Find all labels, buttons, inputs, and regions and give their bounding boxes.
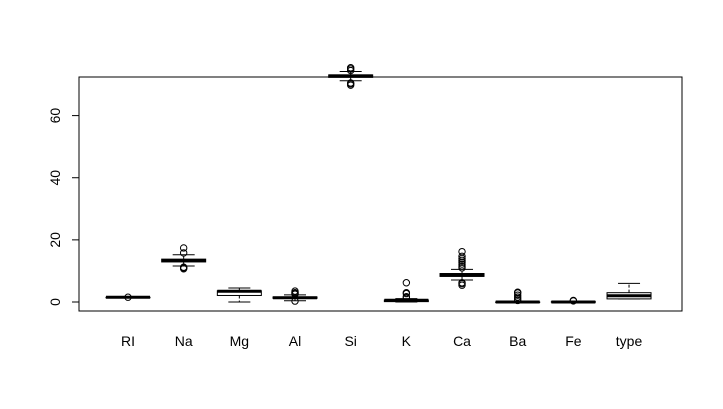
- x-tick-label: Al: [289, 333, 301, 349]
- box-mg: [216, 287, 262, 303]
- outlier-point: [513, 291, 522, 299]
- y-axis: 0 20 40 60: [47, 108, 80, 306]
- outlier-point: [513, 288, 522, 296]
- box-ba: [495, 288, 541, 305]
- outlier-point: [458, 247, 466, 256]
- x-tick-label: Ba: [509, 333, 526, 349]
- outlier-point: [179, 244, 188, 252]
- outlier-point: [569, 296, 578, 305]
- plot-frame: [78, 76, 683, 312]
- y-tick-label: 60: [47, 108, 63, 124]
- outlier-point: [458, 279, 466, 287]
- outlier-point: [346, 79, 355, 87]
- y-tick-label: 20: [47, 232, 63, 248]
- box-ri: [105, 293, 151, 301]
- box-type: [606, 282, 652, 300]
- outlier-point: [291, 287, 299, 295]
- x-tick-label: Si: [344, 333, 356, 349]
- box-al: [272, 287, 318, 305]
- boxes: [105, 64, 652, 305]
- x-tick-label: Ca: [453, 333, 471, 349]
- outlier-point: [179, 249, 188, 257]
- box-fe: [550, 296, 596, 305]
- outlier-point: [513, 293, 522, 301]
- y-tick-label: 40: [47, 170, 63, 186]
- y-tick-label: 0: [47, 298, 63, 306]
- x-tick-label: Fe: [565, 333, 582, 349]
- outlier-point: [346, 64, 355, 72]
- box-na: [161, 244, 207, 273]
- box-k: [383, 279, 429, 303]
- box-si: [328, 64, 374, 89]
- outlier-point: [458, 252, 466, 261]
- box-ca: [439, 247, 485, 289]
- outlier-point: [179, 263, 188, 271]
- x-tick-label: K: [402, 333, 412, 349]
- outlier-point: [124, 293, 132, 301]
- x-tick-label: Na: [175, 333, 193, 349]
- outlier-point: [458, 256, 466, 265]
- outlier-point: [458, 262, 466, 270]
- x-tick-label: Mg: [230, 333, 249, 349]
- x-tick-label: type: [616, 333, 643, 349]
- outlier-point: [402, 288, 411, 297]
- outlier-point: [402, 293, 411, 301]
- x-tick-label: RI: [121, 333, 135, 349]
- outlier-point: [402, 279, 411, 287]
- x-axis: RI Na Mg Al Si K Ca Ba Fe type: [121, 333, 642, 349]
- outlier-point: [458, 264, 466, 272]
- outlier-point: [458, 260, 466, 268]
